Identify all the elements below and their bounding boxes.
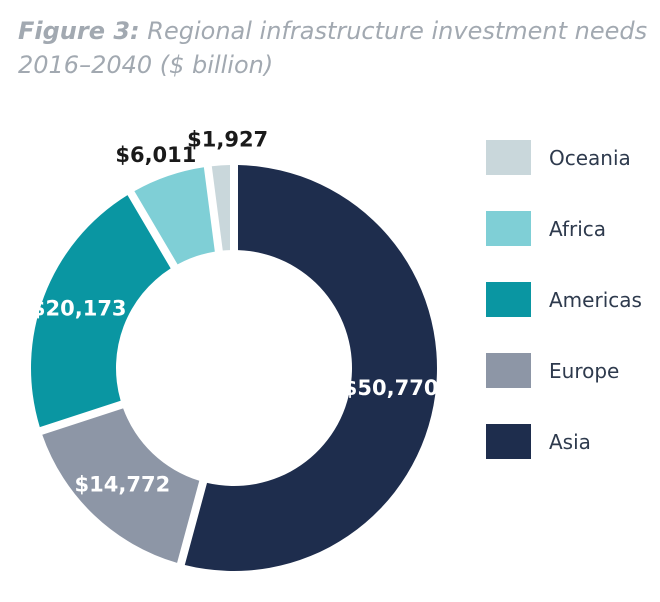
slice-label-americas: $20,173: [31, 296, 127, 320]
slice-label-europe: $14,772: [75, 472, 171, 496]
slice-labels: $50,770 $14,772 $20,173 $6,011$1,927: [31, 127, 439, 496]
slice-oceania: [211, 165, 231, 251]
chart-subtitle: 2016–2040 ($ billion): [18, 51, 274, 79]
chart-title-text: Regional infrastructure investment needs: [147, 17, 648, 45]
legend-label-oceania: Oceania: [549, 145, 631, 170]
slice-americas: [31, 195, 171, 428]
legend-swatch-asia: [486, 424, 531, 459]
legend-swatch-americas: [486, 282, 531, 317]
legend-label-asia: Asia: [549, 429, 591, 454]
chart-title: Figure 3: Regional infrastructure invest…: [18, 14, 648, 82]
legend-item-europe: Europe: [486, 353, 642, 388]
donut-slices: [31, 165, 437, 571]
legend-swatch-africa: [486, 211, 531, 246]
legend-item-asia: Asia: [486, 424, 642, 459]
legend-item-americas: Americas: [486, 282, 642, 317]
donut-chart: $50,770 $14,772 $20,173 $6,011$1,927: [31, 127, 439, 571]
slice-asia: [184, 165, 437, 571]
slice-africa: [134, 167, 215, 265]
slice-europe: [42, 408, 200, 563]
slice-label-africa: $6,011: [115, 143, 196, 167]
legend-label-europe: Europe: [549, 358, 620, 383]
legend-swatch-oceania: [486, 140, 531, 175]
legend-item-oceania: Oceania: [486, 140, 642, 175]
legend-swatch-europe: [486, 353, 531, 388]
legend-label-americas: Americas: [549, 287, 642, 312]
figure-number: Figure 3:: [18, 17, 140, 45]
slice-label-asia: $50,770: [343, 376, 439, 400]
slice-label-oceania: $1,927: [187, 127, 268, 151]
legend: Oceania Africa Americas Europe Asia: [486, 140, 642, 495]
legend-label-africa: Africa: [549, 216, 607, 241]
legend-item-africa: Africa: [486, 211, 642, 246]
